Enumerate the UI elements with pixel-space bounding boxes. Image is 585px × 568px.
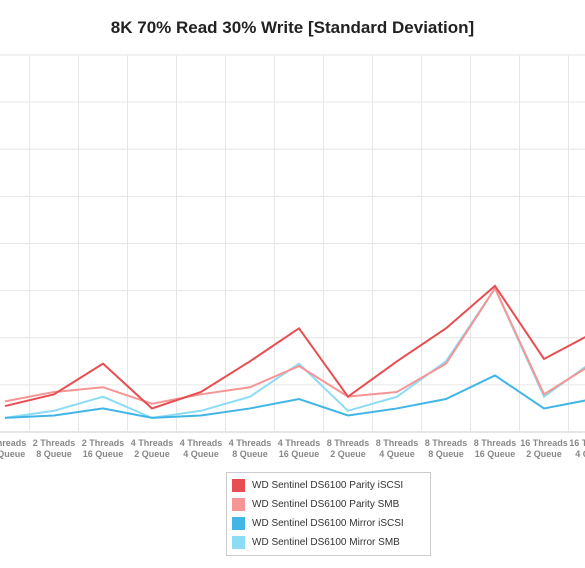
series-line [4, 374, 585, 419]
x-tick-label: 8 Queue [36, 449, 72, 459]
x-tick-label: 4 Queue [575, 449, 585, 459]
x-tick-label: 16 Queue [0, 449, 25, 459]
legend-swatch [232, 498, 245, 511]
legend-item: WD Sentinel DS6100 Mirror iSCSI [232, 514, 424, 533]
x-tick-label: 2 Queue [330, 449, 366, 459]
chart-title: 8K 70% Read 30% Write [Standard Deviatio… [110, 18, 475, 37]
grid [0, 54, 585, 433]
x-tick-label: 8 Threads [425, 438, 468, 448]
x-tick-label: 2 Queue [134, 449, 170, 459]
x-tick-label: 4 Threads [229, 438, 272, 448]
x-tick-label: 8 Queue [428, 449, 464, 459]
series-line [4, 284, 585, 410]
legend-item: WD Sentinel DS6100 Parity iSCSI [232, 476, 424, 495]
legend-item: WD Sentinel DS6100 Mirror SMB [232, 533, 424, 552]
legend-label: WD Sentinel DS6100 Parity iSCSI [252, 480, 404, 491]
x-tick-label: 4 Threads [180, 438, 223, 448]
x-tick-label: 16 Queue [83, 449, 124, 459]
legend-swatch [232, 536, 245, 549]
legend: WD Sentinel DS6100 Parity iSCSI WD Sentin… [226, 472, 431, 556]
x-tick-label: 4 Queue [379, 449, 415, 459]
series-line [4, 286, 585, 405]
series-lines [4, 284, 585, 419]
x-tick-label: 8 Threads [474, 438, 517, 448]
x-tick-label: 16 Threads [569, 438, 585, 448]
x-tick-label: 2 Queue [526, 449, 562, 459]
x-tick-label: 1 Threads [0, 438, 26, 448]
x-tick-label: 8 Threads [376, 438, 419, 448]
legend-label: WD Sentinel DS6100 Parity SMB [252, 499, 400, 510]
x-tick-label: 16 Threads [520, 438, 568, 448]
legend-swatch [232, 479, 245, 492]
series-line [4, 286, 585, 419]
x-tick-label: 4 Threads [131, 438, 174, 448]
x-tick-label: 8 Threads [327, 438, 370, 448]
x-tick-label: 4 Threads [278, 438, 321, 448]
x-tick-label: 16 Queue [475, 449, 516, 459]
legend-label: WD Sentinel DS6100 Mirror SMB [252, 537, 400, 548]
x-tick-label: 2 Threads [82, 438, 125, 448]
x-tick-label: 4 Queue [183, 449, 219, 459]
x-tick-label: 2 Threads [33, 438, 76, 448]
legend-item: WD Sentinel DS6100 Parity SMB [232, 495, 424, 514]
legend-swatch [232, 517, 245, 530]
legend-label: WD Sentinel DS6100 Mirror iSCSI [252, 518, 404, 529]
x-tick-label: 8 Queue [232, 449, 268, 459]
x-tick-label: 16 Queue [279, 449, 320, 459]
